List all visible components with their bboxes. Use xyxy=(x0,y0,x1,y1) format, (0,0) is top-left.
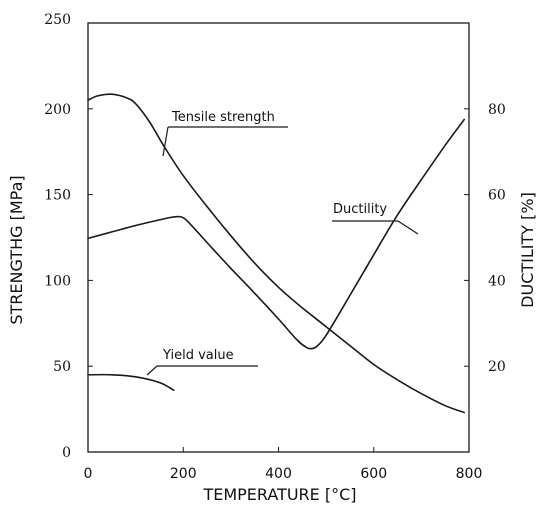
series-line-ductility xyxy=(87,118,465,350)
x-axis-label: TEMPERATURE [°C] xyxy=(202,485,356,504)
series-line-yield-value xyxy=(87,373,175,391)
x-tick-label: 800 xyxy=(456,466,483,482)
annotation-leader-line xyxy=(397,220,419,235)
y-right-tick-label: 20 xyxy=(488,359,506,375)
y-right-tick-label: 40 xyxy=(488,273,506,289)
y-left-tick-label: 150 xyxy=(44,188,71,204)
series-group xyxy=(87,93,465,414)
y-left-tick-label: 0 xyxy=(62,445,71,461)
annotation-group: Tensile strength Ductility Yield value xyxy=(146,110,419,376)
annotation-leader-line xyxy=(162,126,169,157)
y-right-tick-label: 80 xyxy=(488,102,506,118)
series-line-tensile-strength xyxy=(87,93,465,414)
y-axis-right-label: DUCTILITY [%] xyxy=(518,192,537,308)
y-left-tick-label: 250 xyxy=(44,12,71,28)
annotation-label: Tensile strength xyxy=(171,110,275,125)
x-tick-label: 200 xyxy=(170,466,197,482)
x-tick-label: 400 xyxy=(265,466,292,482)
y-right-tick-label: 60 xyxy=(488,188,506,204)
y-left-tick-label: 50 xyxy=(53,359,71,375)
annotation-label: Yield value xyxy=(162,348,234,363)
y-left-tick-label: 200 xyxy=(44,102,71,118)
x-tick-label: 0 xyxy=(84,466,93,482)
annotation-leader-line xyxy=(146,365,158,376)
y-left-tick-label: 100 xyxy=(44,273,71,289)
y-axis-left-label: STRENGTHG [MPa] xyxy=(7,175,26,324)
x-tick-label: 600 xyxy=(360,466,387,482)
annotation-label: Ductility xyxy=(333,202,387,217)
